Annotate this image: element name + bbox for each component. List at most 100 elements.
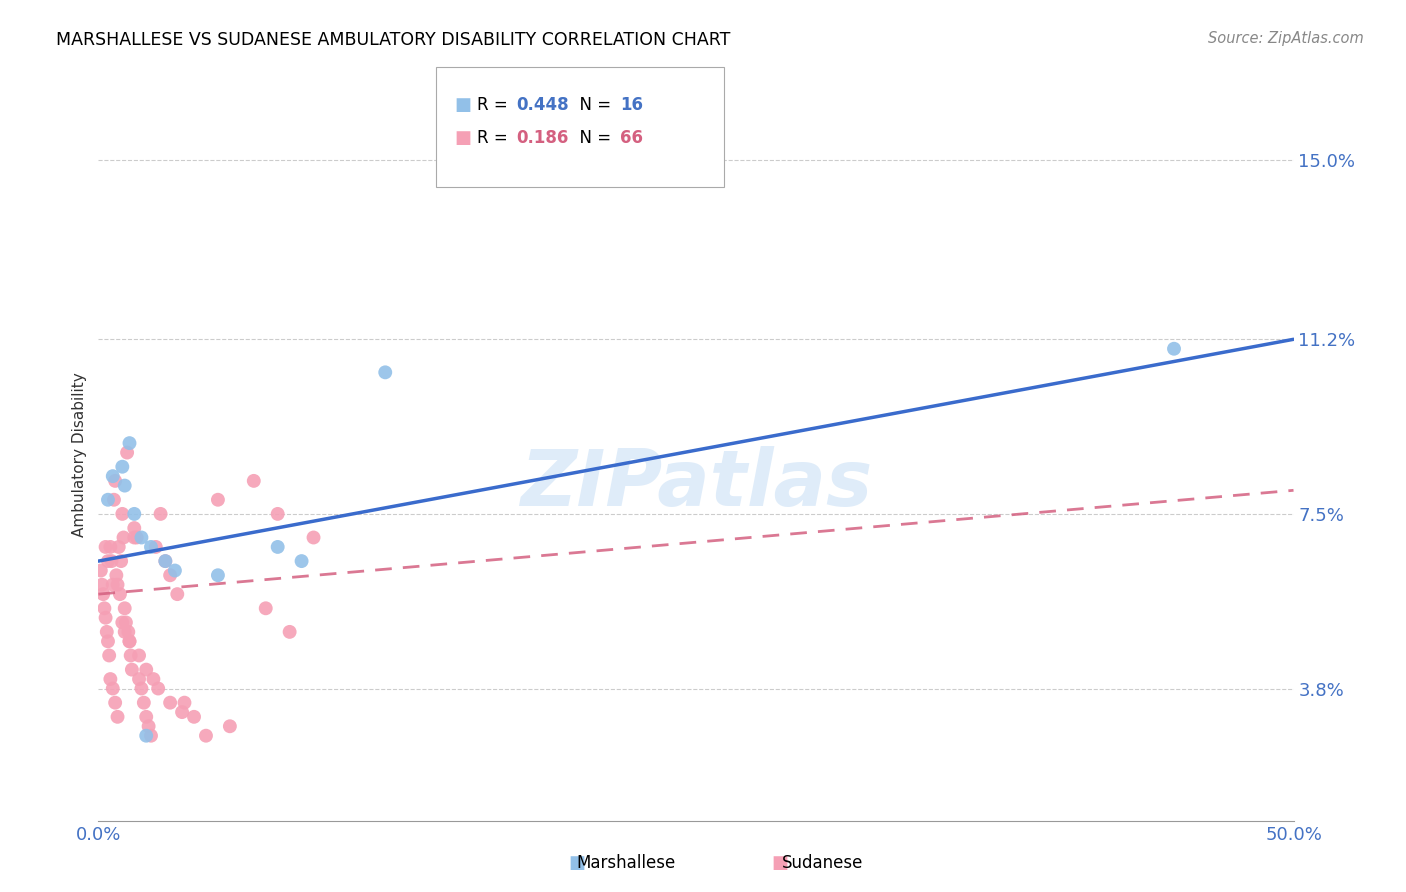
Point	[142, 672, 165, 686]
Point	[139, 540, 162, 554]
Point	[121, 663, 143, 677]
Point	[173, 696, 195, 710]
Point	[166, 587, 188, 601]
Point	[118, 634, 141, 648]
Point	[302, 531, 325, 545]
Point	[103, 492, 125, 507]
Text: ■: ■	[772, 855, 789, 872]
Point	[101, 469, 124, 483]
Point	[183, 710, 205, 724]
Point	[374, 365, 396, 379]
Point	[291, 554, 314, 568]
Text: R =: R =	[477, 129, 513, 147]
Text: 66: 66	[620, 129, 643, 147]
Point	[145, 540, 167, 554]
Point	[163, 564, 186, 578]
Text: Sudanese: Sudanese	[782, 855, 863, 872]
Point	[94, 540, 117, 554]
Point	[155, 554, 177, 568]
Point	[125, 531, 148, 545]
Point	[97, 492, 120, 507]
Point	[96, 624, 118, 639]
Point	[94, 611, 117, 625]
Point	[111, 507, 134, 521]
Text: 0.448: 0.448	[516, 96, 568, 114]
Point	[135, 729, 157, 743]
Point	[120, 648, 142, 663]
Point	[101, 577, 124, 591]
Point	[107, 540, 129, 554]
Point	[124, 521, 146, 535]
Point	[104, 474, 127, 488]
Point	[148, 681, 170, 696]
Point	[149, 507, 172, 521]
Point	[101, 681, 124, 696]
Point	[98, 648, 121, 663]
Point	[155, 554, 177, 568]
Point	[135, 663, 157, 677]
Point	[243, 474, 266, 488]
Point	[114, 601, 136, 615]
Point	[91, 577, 114, 591]
Text: ■: ■	[568, 855, 585, 872]
Point	[111, 459, 134, 474]
Point	[112, 531, 135, 545]
Point	[114, 478, 136, 492]
Point	[139, 729, 162, 743]
Point	[107, 577, 129, 591]
Point	[132, 696, 155, 710]
Point	[104, 696, 127, 710]
Point	[97, 554, 120, 568]
Text: ■: ■	[454, 96, 471, 114]
Y-axis label: Ambulatory Disability: Ambulatory Disability	[72, 373, 87, 537]
Point	[118, 634, 141, 648]
Point	[172, 705, 194, 719]
Point	[131, 681, 153, 696]
Point	[219, 719, 242, 733]
Point	[114, 624, 136, 639]
Point	[110, 554, 132, 568]
Point	[267, 540, 290, 554]
Text: 0.186: 0.186	[516, 129, 568, 147]
Point	[278, 624, 301, 639]
Point	[115, 445, 138, 459]
Point	[97, 634, 120, 648]
Point	[128, 648, 150, 663]
Point	[111, 615, 134, 630]
Text: N =: N =	[569, 129, 617, 147]
Point	[118, 436, 141, 450]
Point	[107, 710, 129, 724]
Point	[1163, 342, 1185, 356]
Text: R =: R =	[477, 96, 513, 114]
Text: 16: 16	[620, 96, 643, 114]
Text: N =: N =	[569, 96, 617, 114]
Text: Marshallese: Marshallese	[576, 855, 675, 872]
Point	[131, 531, 153, 545]
Point	[138, 719, 160, 733]
Point	[128, 672, 150, 686]
Point	[98, 672, 122, 686]
Point	[267, 507, 290, 521]
Text: MARSHALLESE VS SUDANESE AMBULATORY DISABILITY CORRELATION CHART: MARSHALLESE VS SUDANESE AMBULATORY DISAB…	[56, 31, 731, 49]
Point	[93, 601, 115, 615]
Point	[90, 564, 112, 578]
Point	[100, 554, 122, 568]
Point	[124, 531, 146, 545]
Point	[98, 540, 122, 554]
Point	[124, 507, 146, 521]
Point	[195, 729, 218, 743]
Point	[91, 587, 114, 601]
Point	[159, 568, 181, 582]
Text: ■: ■	[454, 129, 471, 147]
Text: ZIPatlas: ZIPatlas	[520, 446, 872, 522]
Point	[207, 568, 229, 582]
Point	[108, 587, 131, 601]
Point	[207, 492, 229, 507]
Point	[105, 568, 128, 582]
Point	[117, 624, 139, 639]
Point	[159, 696, 181, 710]
Point	[135, 710, 157, 724]
Point	[115, 615, 138, 630]
Point	[254, 601, 277, 615]
Text: Source: ZipAtlas.com: Source: ZipAtlas.com	[1208, 31, 1364, 46]
